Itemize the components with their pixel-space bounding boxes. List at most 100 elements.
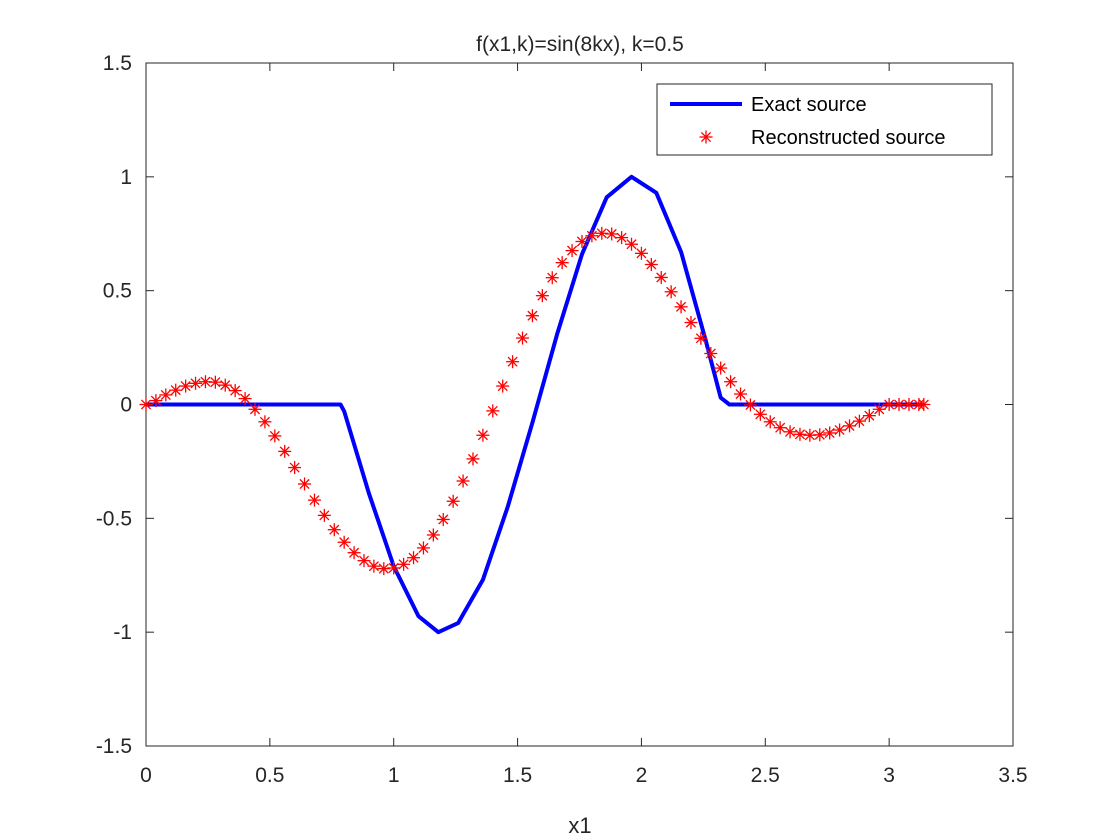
- data-point-reconstructed: [525, 309, 539, 323]
- data-point-reconstructed: [189, 376, 203, 390]
- data-point-reconstructed: [317, 508, 331, 522]
- data-point-reconstructed: [803, 428, 817, 442]
- data-point-reconstructed: [347, 546, 361, 560]
- x-tick-label: 1.5: [503, 764, 532, 787]
- data-point-reconstructed: [694, 331, 708, 345]
- data-point-reconstructed: [407, 551, 421, 565]
- legend-box: [656, 83, 993, 156]
- data-point-reconstructed: [625, 237, 639, 251]
- data-point-reconstructed: [535, 289, 549, 303]
- legend-label-exact: Exact source: [751, 94, 867, 116]
- data-point-reconstructed: [917, 398, 931, 411]
- data-point-reconstructed: [595, 226, 609, 240]
- data-point-reconstructed: [575, 234, 589, 248]
- data-point-reconstructed: [149, 394, 163, 408]
- data-point-reconstructed: [506, 355, 520, 369]
- x-tick-label: 1: [388, 764, 400, 787]
- data-point-reconstructed: [664, 285, 678, 299]
- data-point-reconstructed: [724, 375, 738, 389]
- chart-title: f(x1,k)=sin(8kx), k=0.5: [476, 33, 684, 56]
- legend-marker-asterisk: [699, 130, 713, 144]
- data-point-reconstructed: [278, 444, 292, 458]
- y-tick-label: -1.5: [96, 735, 132, 758]
- x-tick-label: 2: [636, 764, 648, 787]
- x-tick-label: 2.5: [751, 764, 780, 787]
- data-point-reconstructed: [852, 414, 866, 428]
- y-tick-label: 1: [120, 166, 132, 189]
- data-point-reconstructed: [248, 402, 262, 416]
- data-point-reconstructed: [218, 378, 232, 392]
- data-point-reconstructed: [476, 428, 490, 442]
- data-point-reconstructed: [684, 316, 698, 330]
- data-point-reconstructed: [208, 375, 222, 389]
- data-point-reconstructed: [615, 231, 629, 245]
- legend-label-reconstructed: Reconstructed source: [751, 127, 946, 149]
- data-point-reconstructed: [833, 423, 847, 437]
- data-point-reconstructed: [605, 227, 619, 241]
- data-point-reconstructed: [367, 559, 381, 573]
- data-point-reconstructed: [258, 415, 272, 429]
- data-point-reconstructed: [327, 523, 341, 537]
- data-point-reconstructed: [555, 256, 569, 270]
- data-point-reconstructed: [793, 427, 807, 441]
- data-point-reconstructed: [486, 404, 500, 418]
- legend: Exact source Reconstructed source: [656, 83, 993, 156]
- data-point-reconstructed: [704, 347, 718, 361]
- y-tick-label: 0: [120, 394, 132, 417]
- legend-marker-reconstructed: [699, 130, 713, 144]
- data-point-reconstructed: [397, 557, 411, 571]
- data-point-reconstructed: [545, 271, 559, 285]
- data-point-reconstructed: [179, 379, 193, 393]
- x-tick-label: 0: [140, 764, 152, 787]
- data-point-reconstructed: [496, 379, 510, 393]
- data-point-reconstructed: [307, 493, 321, 507]
- data-point-reconstructed: [337, 535, 351, 549]
- data-point-reconstructed: [872, 402, 886, 416]
- data-point-reconstructed: [674, 300, 688, 314]
- data-point-reconstructed: [516, 331, 530, 345]
- data-point-reconstructed: [734, 387, 748, 401]
- data-point-reconstructed: [377, 562, 391, 576]
- data-point-reconstructed: [585, 229, 599, 243]
- data-point-reconstructed: [862, 409, 876, 423]
- data-point-reconstructed: [357, 554, 371, 568]
- y-tick-label: 0.5: [103, 280, 132, 303]
- x-axis-label: x1: [568, 813, 591, 838]
- data-point-reconstructed: [436, 512, 450, 526]
- data-point-reconstructed: [763, 415, 777, 429]
- data-point-reconstructed: [654, 270, 668, 284]
- series-line-exact: [146, 174, 924, 635]
- data-point-reconstructed: [268, 429, 282, 443]
- data-point-reconstructed: [714, 361, 728, 375]
- data-point-reconstructed: [743, 398, 757, 412]
- data-point-reconstructed: [456, 474, 470, 488]
- y-tick-label: -0.5: [96, 507, 132, 530]
- data-point-reconstructed: [288, 461, 302, 475]
- data-point-reconstructed: [466, 452, 480, 466]
- data-point-reconstructed: [228, 384, 242, 398]
- x-tick-label: 0.5: [255, 764, 284, 787]
- data-point-reconstructed: [823, 426, 837, 440]
- series-layer: [139, 174, 931, 635]
- data-point-reconstructed: [139, 398, 153, 411]
- data-point-reconstructed: [416, 541, 430, 555]
- data-point-reconstructed: [753, 407, 767, 421]
- x-tick-label: 3: [883, 764, 895, 787]
- data-point-reconstructed: [634, 246, 648, 260]
- data-point-reconstructed: [426, 528, 440, 542]
- data-point-reconstructed: [387, 561, 401, 575]
- data-point-reconstructed: [238, 392, 252, 406]
- data-point-reconstructed: [446, 494, 460, 508]
- data-point-reconstructed: [813, 428, 827, 442]
- data-point-reconstructed: [843, 419, 857, 433]
- ticks: 0 0.5 1 1.5 2 2.5 3 3.5 -1.5 -1 -0.5 0 0.5 1 1.5: [96, 52, 1028, 787]
- data-point-reconstructed: [298, 477, 312, 491]
- x-tick-label: 3.5: [998, 764, 1027, 787]
- data-point-reconstructed: [783, 425, 797, 439]
- data-point-reconstructed: [159, 388, 173, 402]
- data-point-reconstructed: [644, 257, 658, 271]
- y-tick-label: -1: [113, 621, 132, 644]
- data-point-reconstructed: [169, 383, 183, 397]
- data-point-reconstructed: [773, 421, 787, 435]
